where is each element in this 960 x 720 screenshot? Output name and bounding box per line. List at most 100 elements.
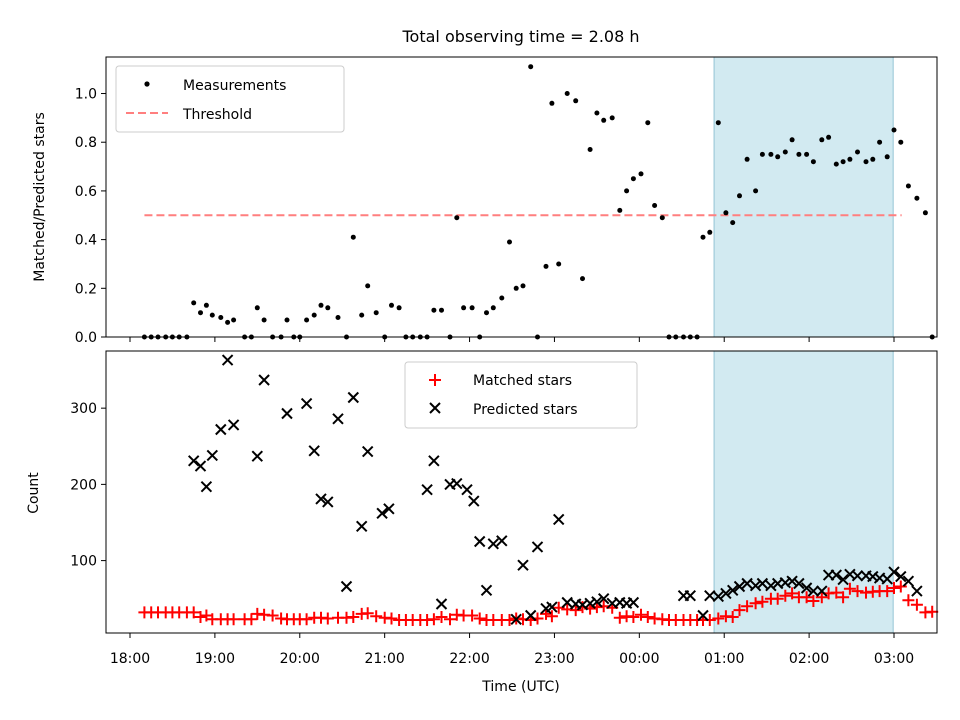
measurement-point [325, 305, 331, 311]
measurement-point [573, 98, 579, 104]
measurement-point [891, 127, 897, 133]
measurement-point [304, 317, 310, 323]
measurement-point [630, 176, 636, 182]
measurement-point [870, 156, 876, 162]
measurement-point [707, 229, 713, 235]
predicted-star-point [552, 513, 565, 526]
matched-star-point [926, 605, 939, 618]
measurement-point [922, 210, 928, 216]
matched-star-point [641, 611, 654, 623]
predicted-star-point [383, 503, 395, 515]
predicted-star-point [749, 579, 762, 592]
bottom-y-tick-label: 300 [70, 401, 97, 417]
predicted-star-point [480, 584, 493, 597]
x-tick-label: 23:00 [534, 651, 574, 667]
measurements-series [141, 64, 935, 340]
matched-star-point [385, 612, 398, 625]
predicted-star-point [888, 566, 900, 578]
matched-star-point [427, 613, 440, 626]
predicted-star-point [510, 613, 522, 626]
measurement-point [898, 139, 904, 145]
top-y-tick-label: 0.0 [75, 330, 97, 346]
matched-star-point [597, 600, 610, 613]
matched-star-point [361, 607, 374, 620]
bottom-y-tick-label: 200 [70, 477, 97, 493]
bottom-y-tick-label: 100 [70, 554, 97, 570]
measurement-point [855, 149, 860, 155]
top-y-axis-label: Matched/Predicted stars [32, 112, 48, 282]
predicted-star-point [733, 580, 746, 593]
predicted-star-point [591, 596, 603, 608]
measurement-point [507, 239, 512, 245]
predicted-star-point [524, 609, 537, 622]
measurement-point [490, 305, 496, 311]
top-y-tick-label: 0.4 [75, 233, 97, 249]
measurement-point [847, 156, 853, 162]
top-plot-frame [105, 56, 938, 338]
measurement-point [601, 117, 607, 123]
measurement-point [556, 261, 562, 267]
measurement-point [659, 215, 665, 221]
measurement-point [914, 195, 920, 201]
legend-predicted-marker [429, 402, 441, 414]
matched-star-point [435, 611, 448, 623]
matched-star-point [733, 604, 746, 617]
matched-star-point [703, 614, 716, 626]
x-tick-label: 21:00 [364, 651, 404, 667]
measurement-point [359, 312, 365, 318]
measurement-point [350, 234, 356, 240]
matched-star-point [300, 613, 313, 626]
measurement-point [543, 263, 549, 269]
measurement-point [587, 147, 593, 152]
predicted-star-point [300, 397, 313, 410]
measurement-point [638, 171, 644, 177]
measurement-point [513, 285, 519, 291]
predicted-star-point [837, 573, 849, 586]
x-tick-label: 20:00 [280, 651, 320, 667]
matched-star-point [194, 611, 207, 623]
predicted-star-point [851, 570, 864, 582]
matched-star-point [800, 591, 813, 604]
x-tick-label: 02:00 [789, 651, 829, 667]
predicted-star-point [347, 391, 360, 404]
measurement-point [826, 134, 832, 140]
measurement-point [796, 151, 802, 157]
legend-matched-marker [429, 374, 441, 386]
matched-star-point [726, 611, 739, 623]
predicted-star-point [461, 483, 473, 496]
top-legend-box [115, 65, 345, 133]
measurement-point [884, 154, 890, 160]
measurement-point [833, 161, 839, 167]
measurement-point [198, 310, 203, 316]
measurement-point [469, 305, 475, 311]
matched-star-point [227, 613, 240, 626]
predicted-star-point [221, 354, 234, 366]
matched-stars-series [138, 580, 939, 626]
measurement-point [782, 149, 788, 155]
predicted-stars-series [187, 354, 923, 626]
matched-star-point [635, 608, 647, 621]
measurement-point [203, 302, 209, 308]
predicted-star-point [281, 407, 293, 420]
measurement-point [365, 283, 371, 289]
bottom-panel: 100 200 300 18:00 19:00 20:00 21:00 22:00 23:00… [26, 350, 939, 695]
measurement-point [191, 300, 197, 306]
predicted-star-point [258, 374, 270, 386]
top-y-axis: 0.0 0.2 0.4 0.6 0.8 1.0 [75, 87, 106, 346]
measurement-point [645, 120, 651, 126]
measurement-point [284, 317, 290, 323]
top-legend: Measurements Threshold [115, 65, 345, 133]
predicted-star-point [786, 575, 798, 587]
predicted-star-point [473, 535, 486, 548]
predicted-star-point [597, 592, 610, 605]
matched-star-point [902, 594, 915, 607]
measurement-point [624, 188, 630, 194]
measurement-point [431, 307, 437, 313]
measurement-point [261, 317, 267, 323]
measurement-point [905, 183, 911, 189]
matched-star-point [266, 609, 279, 622]
top-y-tick-label: 1.0 [75, 87, 97, 103]
bottom-x-axis: 18:00 19:00 20:00 21:00 22:00 23:00 00:00 01:00… [110, 633, 914, 667]
predicted-star-point [816, 585, 828, 597]
chart-title: Total observing time = 2.08 h [401, 27, 639, 46]
